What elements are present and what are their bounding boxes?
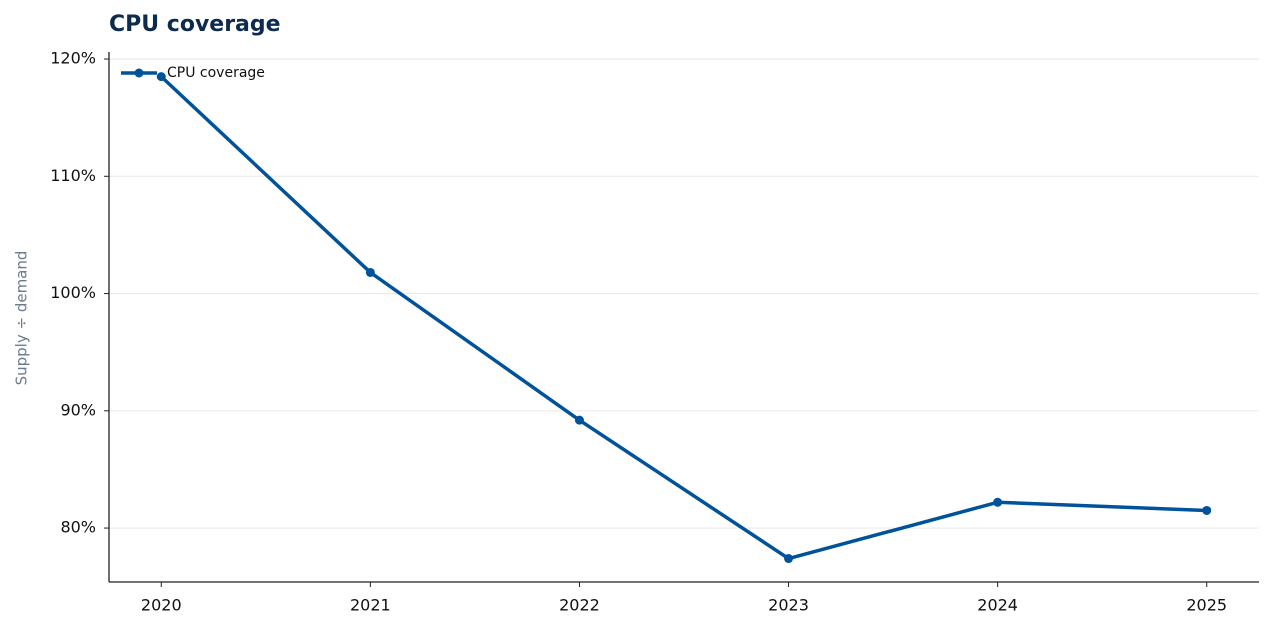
point	[365, 267, 375, 277]
x-tick-label: 2024	[977, 596, 1018, 615]
y-tick-label: 110%	[50, 166, 96, 185]
point	[784, 554, 794, 564]
x-tick-label: 2023	[768, 596, 809, 615]
point	[993, 497, 1003, 507]
line	[160, 75, 1207, 561]
chart-title: CPU coverage	[109, 12, 281, 37]
legend-marker	[134, 68, 144, 78]
x-tick-label: 2020	[141, 596, 182, 615]
point	[156, 72, 166, 82]
legend-label: CPU coverage	[167, 65, 265, 81]
y-tick-label: 90%	[60, 400, 96, 419]
y-axis-label: Supply ÷ demand	[13, 251, 31, 386]
x-tick-label: 2022	[559, 596, 600, 615]
x-tick-label: 2025	[1186, 596, 1227, 615]
point	[1202, 505, 1212, 515]
y-tick-label: 80%	[60, 518, 96, 537]
point	[574, 415, 584, 425]
y-tick-label: 120%	[50, 49, 96, 68]
x-tick-label: 2021	[350, 596, 391, 615]
y-tick-label: 100%	[50, 283, 96, 302]
